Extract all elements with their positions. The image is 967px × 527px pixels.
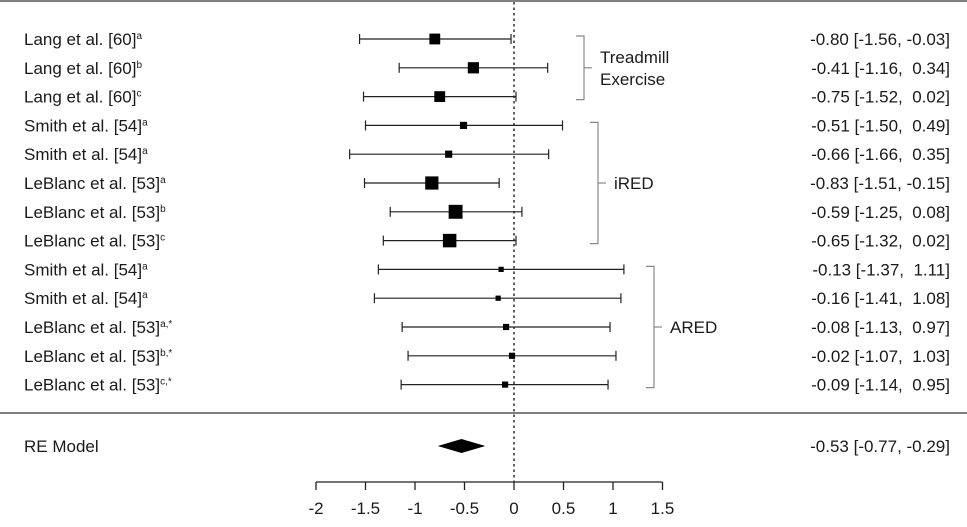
study-name: LeBlanc et al. [53]	[24, 232, 160, 251]
study-name: Smith et al. [54]	[24, 289, 142, 308]
study-superscript: b,*	[160, 348, 172, 359]
study-rows: Lang et al. [60]a -0.80 [-1.56, -0.03]Lan…	[24, 30, 950, 395]
point-estimate	[429, 33, 441, 45]
study-superscript: a	[142, 117, 148, 128]
estimate-ci-text: -0.59 [-1.25, 0.08]	[811, 203, 950, 222]
point-estimate	[425, 176, 439, 190]
point-estimate	[508, 352, 516, 359]
estimate-ci-text: -0.65 [-1.32, 0.02]	[811, 232, 950, 251]
study-label: LeBlanc et al. [53]b	[24, 203, 166, 222]
study-label: Lang et al. [60]c	[24, 88, 141, 107]
study-name: Lang et al. [60]	[24, 30, 136, 49]
study-superscript: a	[142, 290, 148, 301]
summary-label: RE Model	[24, 437, 99, 456]
group-brackets: Treadmill Exercise iRED ARED	[576, 35, 717, 389]
summary-row: RE Model -0.53 [-0.77, -0.29]	[24, 437, 950, 456]
estimate-ci-text: -0.02 [-1.07, 1.03]	[811, 347, 950, 366]
group-label: Treadmill Exercise	[600, 48, 669, 89]
estimate-ci-text: -0.08 [-1.13, 0.97]	[811, 318, 950, 337]
study-superscript: a	[136, 31, 142, 42]
study-superscript: c	[136, 89, 141, 100]
study-name: Smith et al. [54]	[24, 260, 142, 279]
estimate-ci-text: -0.80 [-1.56, -0.03]	[810, 30, 950, 49]
study-superscript: a,*	[160, 319, 172, 330]
study-superscript: a	[160, 175, 166, 186]
x-tick-label: 1	[608, 499, 617, 518]
group-bracket	[646, 265, 655, 389]
study-name: LeBlanc et al. [53]	[24, 347, 160, 366]
study-superscript: c,*	[160, 377, 172, 388]
x-tick-label: -1.5	[351, 499, 380, 518]
estimate-ci-text: -0.75 [-1.52, 0.02]	[811, 88, 950, 107]
study-label: LeBlanc et al. [53]c	[24, 232, 165, 251]
estimate-ci-text: -0.09 [-1.14, 0.95]	[811, 376, 950, 395]
x-tick-label: -1	[407, 499, 422, 518]
study-label: LeBlanc et al. [53]c,*	[24, 376, 172, 395]
group-label: iRED	[614, 174, 654, 193]
estimate-ci-text: -0.51 [-1.50, 0.49]	[811, 116, 950, 135]
estimate-ci-text: -0.41 [-1.16, 0.34]	[811, 59, 950, 78]
study-superscript: a	[142, 261, 148, 272]
estimate-ci-text: -0.66 [-1.66, 0.35]	[811, 145, 950, 164]
point-estimate	[502, 323, 510, 331]
study-label: Lang et al. [60]a	[24, 30, 142, 49]
estimate-ci-text: -0.83 [-1.51, -0.15]	[810, 174, 950, 193]
study-name: LeBlanc et al. [53]	[24, 203, 160, 222]
group-label-line: Exercise	[600, 70, 665, 89]
study-name: Lang et al. [60]	[24, 88, 136, 107]
study-superscript: b	[160, 204, 166, 215]
study-label: LeBlanc et al. [53]b,*	[24, 347, 172, 366]
estimate-ci-text: -0.16 [-1.41, 1.08]	[811, 289, 950, 308]
summary-estimate-text: -0.53 [-0.77, -0.29]	[810, 437, 950, 456]
study-superscript: a	[142, 146, 148, 157]
study-superscript: b	[136, 60, 142, 71]
study-label: Lang et al. [60]b	[24, 59, 142, 78]
point-estimate	[495, 295, 501, 301]
group-label: ARED	[670, 318, 717, 337]
x-tick-label: -0.5	[450, 499, 479, 518]
x-tick-label: 1.5	[651, 499, 675, 518]
point-estimate	[501, 381, 509, 388]
study-name: LeBlanc et al. [53]	[24, 174, 160, 193]
study-label: Smith et al. [54]a	[24, 289, 148, 308]
point-estimate	[498, 266, 504, 273]
point-estimate	[467, 62, 480, 74]
x-tick-label: 0.5	[552, 499, 576, 518]
study-label: Smith et al. [54]a	[24, 145, 148, 164]
study-label: Smith et al. [54]a	[24, 116, 148, 135]
group-label-line: ARED	[670, 318, 717, 337]
group-label-line: Treadmill	[600, 48, 669, 67]
point-estimate	[459, 121, 468, 129]
study-name: Smith et al. [54]	[24, 145, 142, 164]
study-name: LeBlanc et al. [53]	[24, 318, 160, 337]
x-axis: -2 -1.5 -1 -0.5 0 0.5 1 1.5	[308, 481, 675, 518]
study-superscript: c	[160, 233, 165, 244]
study-name: LeBlanc et al. [53]	[24, 376, 160, 395]
group-bracket	[576, 35, 585, 101]
study-name: Smith et al. [54]	[24, 116, 142, 135]
study-label: LeBlanc et al. [53]a	[24, 174, 166, 193]
x-tick-label: 0	[509, 499, 518, 518]
study-name: Lang et al. [60]	[24, 59, 136, 78]
point-estimate	[448, 204, 463, 219]
x-tick-label: -2	[308, 499, 323, 518]
group-bracket	[590, 121, 599, 245]
estimate-ci-text: -0.13 [-1.37, 1.11]	[812, 260, 950, 279]
point-estimate	[434, 91, 446, 103]
study-label: LeBlanc et al. [53]a,*	[24, 318, 172, 337]
study-label: Smith et al. [54]a	[24, 260, 148, 279]
point-estimate	[445, 150, 453, 158]
summary-diamond	[437, 439, 486, 453]
point-estimate	[442, 233, 457, 248]
group-label-line: iRED	[614, 174, 654, 193]
